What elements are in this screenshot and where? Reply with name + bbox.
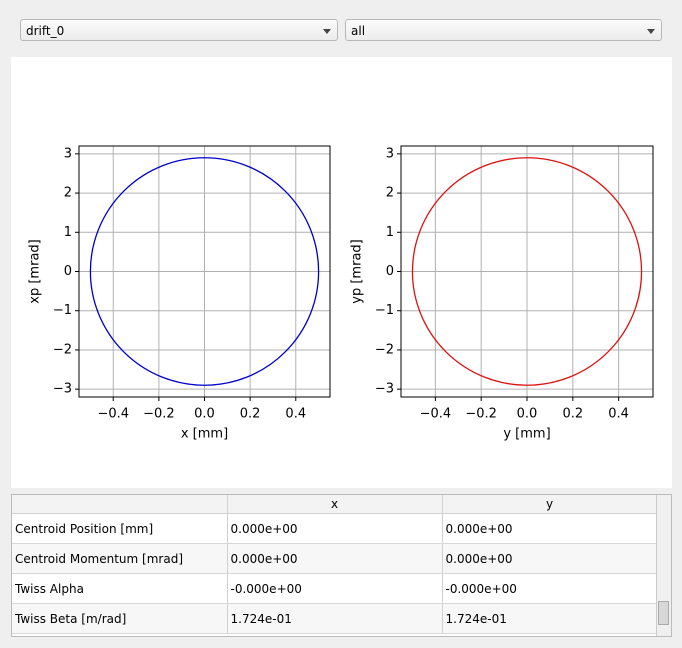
row-header[interactable]: Centroid Momentum [mrad] (12, 543, 228, 574)
x-tick-label: 0.4 (285, 407, 306, 422)
table-cell[interactable]: 0.000e+00 (442, 543, 658, 574)
element-select[interactable]: drift_0 (20, 19, 338, 41)
scrollbar-thumb[interactable] (658, 601, 669, 625)
y-tick-label: 2 (64, 186, 72, 201)
y-axis-label: xp [mrad] (28, 239, 43, 303)
x-tick-label: −0.2 (143, 407, 175, 422)
x-tick-label: 0.4 (608, 407, 629, 422)
table-row[interactable]: Twiss Beta [m/rad] 1.724e-01 1.724e-01 (12, 603, 658, 634)
plane-select-text: all (351, 24, 366, 38)
row-header[interactable]: Twiss Alpha (12, 573, 228, 604)
x-axis-label: x [mm] (181, 427, 228, 442)
row-header[interactable]: Centroid Position [mm] (12, 513, 228, 544)
x-tick-label: −0.4 (97, 407, 129, 422)
corner-header (12, 495, 228, 514)
y-tick-label: 1 (64, 225, 72, 240)
y-tick-label: 3 (64, 146, 72, 161)
x-tick-label: 0.2 (562, 407, 583, 422)
table-row[interactable]: Centroid Position [mm] 0.000e+00 0.000e+00 (12, 513, 658, 544)
row-header[interactable]: Twiss Beta [m/rad] (12, 603, 228, 634)
y-tick-label: 1 (386, 225, 394, 240)
table-row[interactable]: Centroid Momentum [mrad] 0.000e+00 0.000e+… (12, 543, 658, 574)
x-tick-label: −0.2 (465, 407, 497, 422)
table-row[interactable]: Twiss Alpha -0.000e+00 -0.000e+00 (12, 573, 658, 604)
x-tick-label: 0.0 (517, 407, 538, 422)
y-tick-label: 0 (386, 264, 394, 279)
x-tick-label: 0.2 (240, 407, 261, 422)
plane-select[interactable]: all (345, 19, 662, 41)
axes-frame (400, 145, 654, 398)
x-tick-label: 0.0 (194, 407, 215, 422)
y-tick-label: 0 (64, 264, 72, 279)
table-cell[interactable]: 0.000e+00 (442, 513, 658, 544)
y-axis-label: yp [mrad] (350, 239, 365, 303)
y-tick-label: 3 (386, 146, 394, 161)
table-cell[interactable]: 0.000e+00 (227, 543, 443, 574)
y-tick-label: −1 (53, 303, 72, 318)
y-tick-label: 2 (386, 186, 394, 201)
table-cell[interactable]: 1.724e-01 (227, 603, 443, 634)
table-cell[interactable]: -0.000e+00 (442, 573, 658, 604)
table-cell[interactable]: -0.000e+00 (227, 573, 443, 604)
y-tick-label: −3 (53, 382, 72, 397)
x-axis-label: y [mm] (503, 427, 550, 442)
y-tick-label: −2 (375, 342, 394, 357)
y-tick-label: −1 (375, 303, 394, 318)
x-tick-label: −0.4 (420, 407, 452, 422)
element-select-text: drift_0 (26, 24, 65, 38)
phase-ellipse (411, 157, 643, 386)
plot-area: −0.4 −0.2 0.0 0.2 0.4 −3 −2 −1 0 1 2 3 x [mm] xp [mra… (11, 57, 672, 488)
column-header: y (442, 495, 658, 514)
table-cell[interactable]: 0.000e+00 (227, 513, 443, 544)
table-cell[interactable]: 1.724e-01 (442, 603, 658, 634)
y-tick-label: −2 (53, 342, 72, 357)
scrollbar[interactable] (656, 495, 671, 636)
y-tick-label: −3 (375, 382, 394, 397)
column-header: x (227, 495, 443, 514)
phase-ellipse (89, 157, 320, 386)
axes-frame (78, 145, 331, 398)
